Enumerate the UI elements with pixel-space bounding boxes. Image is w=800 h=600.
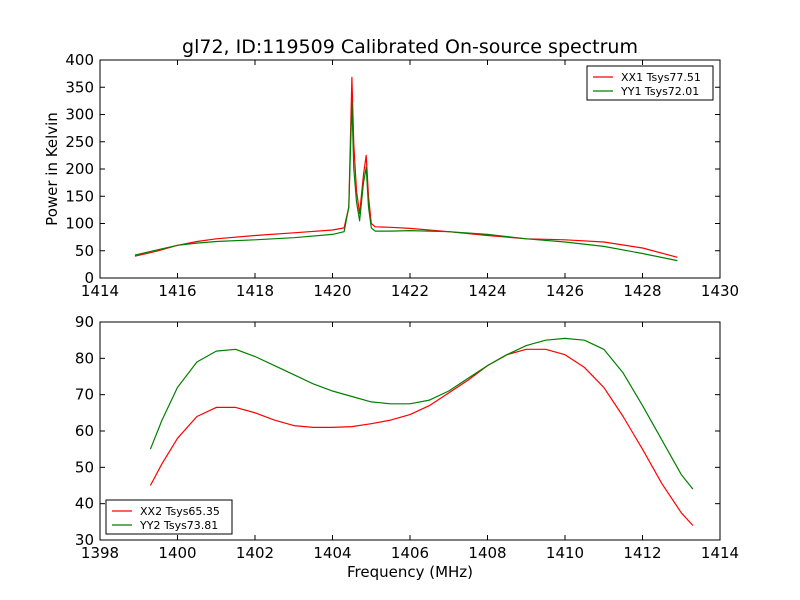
- y-tick-label: 400: [65, 51, 94, 69]
- x-tick-label: 1426: [546, 282, 584, 300]
- y-tick-label: 250: [65, 133, 94, 151]
- y-tick-label: 90: [75, 313, 94, 331]
- legend-entry: XX2 Tsys65.35: [140, 505, 220, 518]
- x-tick-label: 1418: [236, 282, 274, 300]
- x-tick-label: 1400: [158, 544, 196, 562]
- y-tick-label: 50: [75, 242, 94, 260]
- y-tick-label: 0: [84, 269, 94, 287]
- y-tick-label: 200: [65, 160, 94, 178]
- y-tick-label: 150: [65, 187, 94, 205]
- y-tick-label: 30: [75, 531, 94, 549]
- x-tick-label: 1414: [81, 282, 119, 300]
- figure-title: gl72, ID:119509 Calibrated On-source spe…: [182, 36, 638, 58]
- y-tick-label: 300: [65, 106, 94, 124]
- y-tick-label: 80: [75, 349, 94, 367]
- y-tick-label: 70: [75, 386, 94, 404]
- legend-entry: YY1 Tsys72.01: [620, 85, 699, 98]
- x-tick-label: 1422: [391, 282, 429, 300]
- x-tick-label: 1398: [81, 544, 119, 562]
- legend-entry: XX1 Tsys77.51: [621, 71, 701, 84]
- bottom-spectrum-plot: 1398 1400 1402 1404 1406 1408 1410 1412 1414 30 40…: [75, 313, 739, 581]
- y-tick-label: 100: [65, 215, 94, 233]
- series-line-2-2: [149, 337, 694, 490]
- x-tick-label: 1430: [701, 282, 739, 300]
- legend-box: [105, 499, 233, 535]
- x-tick-label: 1406: [391, 544, 429, 562]
- x-tick-label: 1416: [158, 282, 196, 300]
- y-tick-label: 350: [65, 78, 94, 96]
- x-tick-label: 1424: [468, 282, 506, 300]
- x-tick-label: 1402: [236, 544, 274, 562]
- x-tick-label: 1410: [546, 544, 584, 562]
- series-line-1-2: [134, 101, 678, 262]
- x-tick-label: 1404: [313, 544, 351, 562]
- legend-entry: YY2 Tsys73.81: [139, 519, 218, 532]
- x-axis-label: Frequency (MHz): [347, 563, 473, 581]
- y-tick-label: 50: [75, 458, 94, 476]
- series-line-2-1: [149, 348, 694, 526]
- x-tick-label: 1408: [468, 544, 506, 562]
- x-tick-label: 1420: [313, 282, 351, 300]
- y-tick-label: 40: [75, 495, 94, 513]
- x-tick-label: 1428: [623, 282, 661, 300]
- x-tick-label: 1414: [701, 544, 739, 562]
- legend-box: [586, 65, 714, 101]
- x-tick-label: 1412: [623, 544, 661, 562]
- top-spectrum-plot: 1414 1416 1418 1420 1422 1424 1426 1428 1430 0 50 1…: [43, 51, 739, 300]
- y-axis-label: Power in Kelvin: [43, 112, 61, 226]
- y-tick-label: 60: [75, 422, 94, 440]
